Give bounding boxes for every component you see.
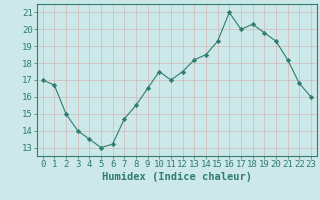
X-axis label: Humidex (Indice chaleur): Humidex (Indice chaleur) bbox=[102, 172, 252, 182]
